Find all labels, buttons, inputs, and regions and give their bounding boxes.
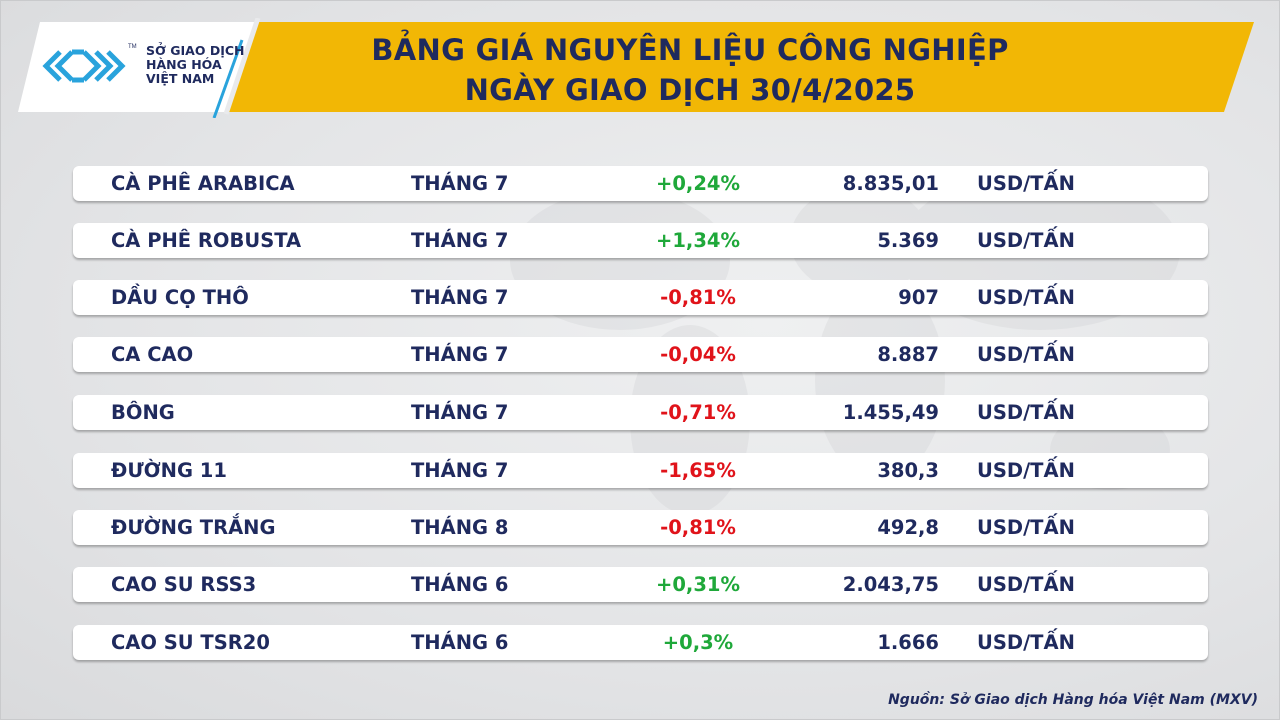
table-row: ĐƯỜNG TRẮNG THÁNG 8 -0,81% 492,8 USD/TẤN (73, 510, 1208, 545)
table-row: ĐƯỜNG 11 THÁNG 7 -1,65% 380,3 USD/TẤN (73, 453, 1208, 488)
table-row: CA CAO THÁNG 7 -0,04% 8.887 USD/TẤN (73, 337, 1208, 372)
logo-line-1: SỞ GIAO DỊCH (146, 43, 245, 58)
price-value: 8.887 (877, 343, 939, 366)
contract-month: THÁNG 7 (411, 343, 509, 366)
price-value: 1.666 (877, 631, 939, 654)
table-row: CAO SU TSR20 THÁNG 6 +0,3% 1.666 USD/TẤN (73, 625, 1208, 660)
table-row: CAO SU RSS3 THÁNG 6 +0,31% 2.043,75 USD/TẤN (73, 567, 1208, 602)
commodity-name: CAO SU TSR20 (111, 631, 270, 654)
price-change: +0,3% (662, 631, 734, 654)
price-change: +1,34% (656, 229, 740, 252)
page-title: BẢNG GIÁ NGUYÊN LIỆU CÔNG NGHIỆP NGÀY GI… (290, 30, 1090, 110)
commodity-name: ĐƯỜNG TRẮNG (111, 516, 276, 539)
price-unit: USD/TẤN (977, 631, 1075, 654)
price-value: 907 (898, 286, 939, 309)
price-unit: USD/TẤN (977, 229, 1075, 252)
price-value: 8.835,01 (842, 172, 939, 195)
price-change: -0,81% (660, 516, 736, 539)
price-unit: USD/TẤN (977, 401, 1075, 424)
price-change: -1,65% (660, 459, 736, 482)
price-unit: USD/TẤN (977, 573, 1075, 596)
price-unit: USD/TẤN (977, 172, 1075, 195)
mxv-logo-icon (42, 49, 126, 83)
commodity-name: CA CAO (111, 343, 194, 366)
price-unit: USD/TẤN (977, 343, 1075, 366)
logo-line-3: VIỆT NAM (146, 71, 215, 86)
commodity-name: CAO SU RSS3 (111, 573, 257, 596)
contract-month: THÁNG 7 (411, 459, 509, 482)
price-unit: USD/TẤN (977, 459, 1075, 482)
price-change: -0,71% (660, 401, 736, 424)
header-banner (0, 18, 1280, 118)
commodity-name: CÀ PHÊ ROBUSTA (111, 229, 302, 252)
price-change: +0,24% (656, 172, 740, 195)
commodity-name: DẦU CỌ THÔ (111, 286, 249, 309)
title-line-2: NGÀY GIAO DỊCH 30/4/2025 (464, 73, 916, 107)
price-value: 2.043,75 (842, 573, 939, 596)
price-value: 492,8 (877, 516, 939, 539)
contract-month: THÁNG 7 (411, 229, 509, 252)
commodity-name: BÔNG (111, 401, 175, 424)
logo-text: SỞ GIAO DỊCH HÀNG HÓA VIỆT NAM (146, 44, 245, 86)
price-change: -0,04% (660, 343, 736, 366)
source-note: Nguồn: Sở Giao dịch Hàng hóa Việt Nam (M… (888, 692, 1258, 708)
price-value: 380,3 (877, 459, 939, 482)
logo-line-2: HÀNG HÓA (146, 57, 222, 72)
contract-month: THÁNG 6 (411, 573, 509, 596)
price-value: 5.369 (877, 229, 939, 252)
price-value: 1.455,49 (842, 401, 939, 424)
price-unit: USD/TẤN (977, 516, 1075, 539)
title-line-1: BẢNG GIÁ NGUYÊN LIỆU CÔNG NGHIỆP (371, 33, 1009, 67)
contract-month: THÁNG 7 (411, 172, 509, 195)
contract-month: THÁNG 7 (411, 401, 509, 424)
price-unit: USD/TẤN (977, 286, 1075, 309)
logo-trademark: TM (128, 44, 137, 50)
table-row: CÀ PHÊ ROBUSTA THÁNG 7 +1,34% 5.369 USD/TẤN (73, 223, 1208, 258)
price-change: +0,31% (656, 573, 740, 596)
table-row: DẦU CỌ THÔ THÁNG 7 -0,81% 907 USD/TẤN (73, 280, 1208, 315)
contract-month: THÁNG 7 (411, 286, 509, 309)
contract-month: THÁNG 8 (411, 516, 509, 539)
commodity-name: CÀ PHÊ ARABICA (111, 172, 295, 195)
commodity-name: ĐƯỜNG 11 (111, 459, 227, 482)
table-row: BÔNG THÁNG 7 -0,71% 1.455,49 USD/TẤN (73, 395, 1208, 430)
price-change: -0,81% (660, 286, 736, 309)
contract-month: THÁNG 6 (411, 631, 509, 654)
table-row: CÀ PHÊ ARABICA THÁNG 7 +0,24% 8.835,01 USD/T… (73, 166, 1208, 201)
